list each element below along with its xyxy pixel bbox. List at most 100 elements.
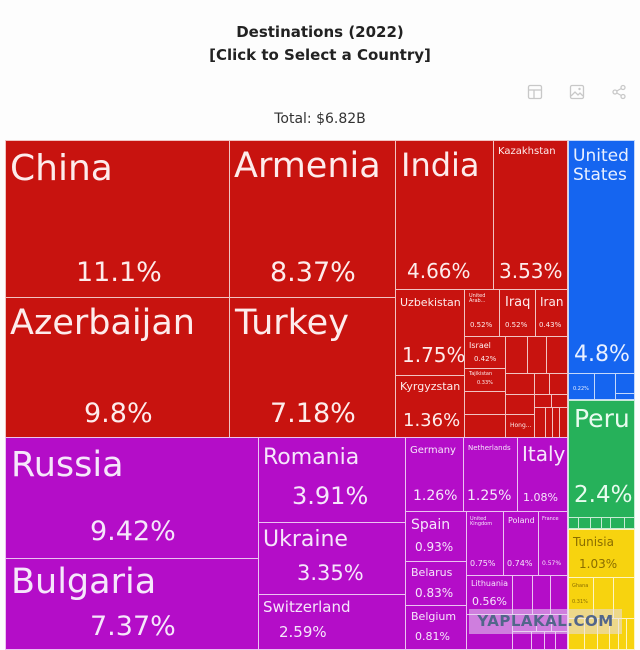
tile-label: Ghana [572, 583, 589, 589]
tile-united-states[interactable]: United States 4.8% [568, 140, 635, 374]
tile-label: China [10, 148, 113, 189]
tile-sa-small[interactable] [624, 517, 635, 529]
tile-value: 1.75% [402, 343, 465, 367]
tile-tajikistan[interactable]: Tajikistan 0.33% [464, 368, 506, 392]
tile-asia-small[interactable] [559, 407, 568, 438]
tile-value: 1.25% [467, 488, 512, 504]
tile-tunisia[interactable]: Tunisia 1.03% [568, 529, 635, 578]
tile-asia-small[interactable] [527, 336, 547, 374]
tile-value: 0.81% [415, 630, 450, 643]
tile-label: Romania [263, 445, 360, 470]
tile-label: United Arab... [469, 293, 486, 304]
tile-label: Italy [522, 442, 566, 466]
tile-label: Switzerland [263, 598, 351, 616]
tile-hongkong[interactable]: Hong... [505, 414, 535, 438]
tile-germany[interactable]: Germany 1.26% [405, 437, 464, 512]
tile-china[interactable]: China 11.1% [5, 140, 230, 298]
tile-sa-small[interactable] [610, 517, 625, 529]
tile-asia-small[interactable] [546, 336, 568, 374]
table-icon[interactable] [527, 84, 543, 100]
tile-azerbaijan[interactable]: Azerbaijan 9.8% [5, 297, 230, 438]
total-value: Total: $6.82B [274, 111, 366, 127]
tile-belarus[interactable]: Belarus 0.83% [405, 561, 467, 606]
tile-poland[interactable]: Poland 0.74% [503, 511, 539, 576]
tile-value: 1.03% [579, 557, 618, 571]
tile-label: Ukraine [263, 527, 348, 552]
tile-label: Russia [11, 445, 124, 485]
tile-value: 1.08% [523, 491, 558, 504]
tile-value: 7.18% [270, 398, 356, 429]
tile-asia-small[interactable] [505, 336, 528, 374]
tile-asia-small[interactable] [534, 373, 550, 395]
tile-label: Hong... [510, 422, 532, 429]
tile-label: Belarus [411, 566, 453, 579]
tile-turkey[interactable]: Turkey 7.18% [229, 297, 396, 438]
tile-value: 0.75% [470, 559, 496, 568]
tile-italy[interactable]: Italy 1.08% [517, 437, 568, 512]
tile-armenia[interactable]: Armenia 8.37% [229, 140, 396, 298]
tile-value: 0.42% [474, 355, 497, 363]
share-icon[interactable] [611, 84, 627, 100]
tile-value: 3.91% [292, 482, 369, 510]
tile-asia-small[interactable] [549, 373, 568, 395]
tile-asia-small[interactable] [534, 394, 552, 408]
tile-label: Armenia [234, 146, 381, 186]
tile-bulgaria[interactable]: Bulgaria 7.37% [5, 558, 259, 650]
tile-value: 11.1% [76, 257, 162, 288]
tile-label: Belgium [411, 610, 457, 623]
tile-value: 0.31% [572, 599, 588, 605]
tile-label: Kazakhstan [498, 146, 556, 157]
tile-asia-small[interactable] [464, 391, 506, 415]
tile-switzerland[interactable]: Switzerland 2.59% [258, 594, 406, 650]
tile-value: 9.8% [84, 398, 153, 429]
tile-value: 1.26% [413, 488, 458, 504]
tile-na-small[interactable]: 0.22% [568, 373, 595, 400]
tile-russia[interactable]: Russia 9.42% [5, 437, 259, 559]
tile-kazakhstan[interactable]: Kazakhstan 3.53% [493, 140, 568, 290]
tile-na-small[interactable] [615, 393, 635, 400]
tile-label: Germany [410, 445, 456, 456]
tile-asia-small[interactable] [505, 373, 535, 395]
tile-asia-small[interactable] [464, 414, 506, 438]
tile-africa-small[interactable] [626, 618, 635, 650]
tile-label: France [542, 516, 559, 522]
tile-belgium[interactable]: Belgium 0.81% [405, 605, 467, 650]
tile-asia-small[interactable] [505, 394, 535, 415]
tile-uzbekistan[interactable]: Uzbekistan 1.75% [395, 289, 465, 376]
tile-india[interactable]: India 4.66% [395, 140, 494, 290]
tile-label: India [401, 146, 480, 184]
tile-na-small[interactable] [615, 373, 635, 394]
tile-peru[interactable]: Peru 2.4% [568, 400, 635, 518]
tile-label: Lithuania [471, 579, 509, 588]
tile-romania[interactable]: Romania 3.91% [258, 437, 406, 523]
tile-value: 1.36% [403, 410, 461, 431]
tile-france[interactable]: France 0.57% [538, 511, 568, 576]
tile-ukraine[interactable]: Ukraine 3.35% [258, 522, 406, 595]
tile-label: Azerbaijan [10, 303, 195, 343]
tile-spain[interactable]: Spain 0.93% [405, 511, 467, 562]
tile-value: 0.52% [470, 321, 493, 329]
tile-uae[interactable]: United Arab... 0.52% [464, 289, 500, 337]
tile-united-kingdom[interactable]: United Kingdom 0.75% [466, 511, 504, 576]
tile-value: 4.66% [407, 259, 471, 283]
image-icon[interactable] [569, 84, 585, 100]
tile-asia-small[interactable] [551, 394, 568, 408]
tile-label: Israel [469, 341, 491, 350]
tile-value: 0.33% [477, 380, 493, 386]
tile-kyrgyzstan[interactable]: Kyrgyzstan 1.36% [395, 375, 465, 438]
tile-label: Turkey [235, 303, 349, 343]
tile-value: 8.37% [270, 257, 356, 288]
tile-na-small[interactable] [594, 373, 616, 400]
tile-label: Netherlands [468, 444, 511, 452]
tile-netherlands[interactable]: Netherlands 1.25% [463, 437, 518, 512]
tile-label: Iran [540, 295, 564, 309]
tile-value: 2.4% [574, 482, 633, 508]
tile-label: Uzbekistan [400, 296, 461, 309]
chart-subtitle-select[interactable]: [Click to Select a Country] [209, 46, 431, 64]
tile-iraq[interactable]: Iraq 0.52% [499, 289, 536, 337]
tile-value: 4.8% [574, 342, 630, 367]
tile-label: Bulgaria [11, 562, 157, 602]
tile-israel[interactable]: Israel 0.42% [464, 336, 506, 369]
tile-label: Tajikistan [469, 371, 493, 377]
tile-iran[interactable]: Iran 0.43% [535, 289, 568, 337]
